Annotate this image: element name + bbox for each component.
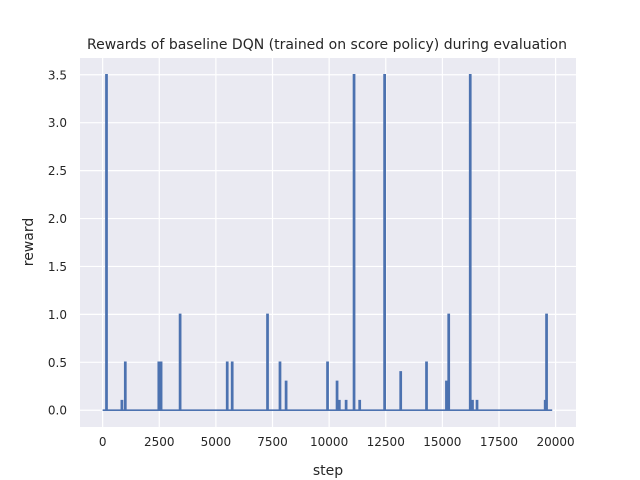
x-tick-label: 15000 (423, 435, 461, 449)
chart-title: Rewards of baseline DQN (trained on scor… (87, 37, 567, 53)
y-axis-label: reward (21, 218, 37, 267)
y-tick-label: 2.0 (48, 212, 67, 226)
x-tick-label: 10000 (310, 435, 348, 449)
x-tick-label: 7500 (257, 435, 288, 449)
y-tick-label: 1.0 (48, 308, 67, 322)
x-axis-label: step (313, 463, 343, 479)
y-tick-label: 0.0 (48, 404, 67, 418)
y-tick-label: 3.0 (48, 116, 67, 130)
x-tick-label: 2500 (144, 435, 175, 449)
reward-series-line (102, 73, 553, 412)
y-tick-label: 3.5 (48, 68, 67, 82)
y-tick-label: 1.5 (48, 260, 67, 274)
y-tick-label: 2.5 (48, 164, 67, 178)
y-tick-label: 0.5 (48, 356, 67, 370)
x-tick-label: 12500 (367, 435, 405, 449)
x-tick-label: 20000 (537, 435, 575, 449)
x-tick-label: 5000 (201, 435, 232, 449)
x-tick-label: 0 (99, 435, 107, 449)
x-tick-label: 17500 (480, 435, 518, 449)
